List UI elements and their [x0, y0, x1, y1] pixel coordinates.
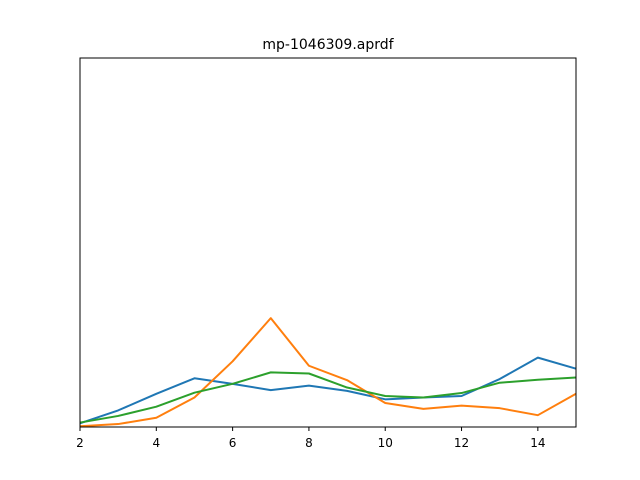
- series-line-2: [79, 317, 577, 428]
- axes-frame: [79, 57, 577, 428]
- chart-title: mp-1046309.aprdf: [262, 37, 394, 53]
- plot-area: [79, 317, 577, 428]
- series-line-1: [79, 356, 577, 425]
- x-tick-label: 6: [229, 436, 237, 450]
- x-tick-label: 4: [152, 436, 160, 450]
- x-tick-label: 14: [530, 436, 545, 450]
- x-tick-label: 10: [378, 436, 393, 450]
- x-tick-label: 2: [76, 436, 84, 450]
- series-line-3: [79, 371, 577, 424]
- x-axis: 2 4 6 8 10 12 14: [76, 427, 545, 450]
- x-tick-label: 12: [454, 436, 469, 450]
- x-tick-label: 8: [305, 436, 313, 450]
